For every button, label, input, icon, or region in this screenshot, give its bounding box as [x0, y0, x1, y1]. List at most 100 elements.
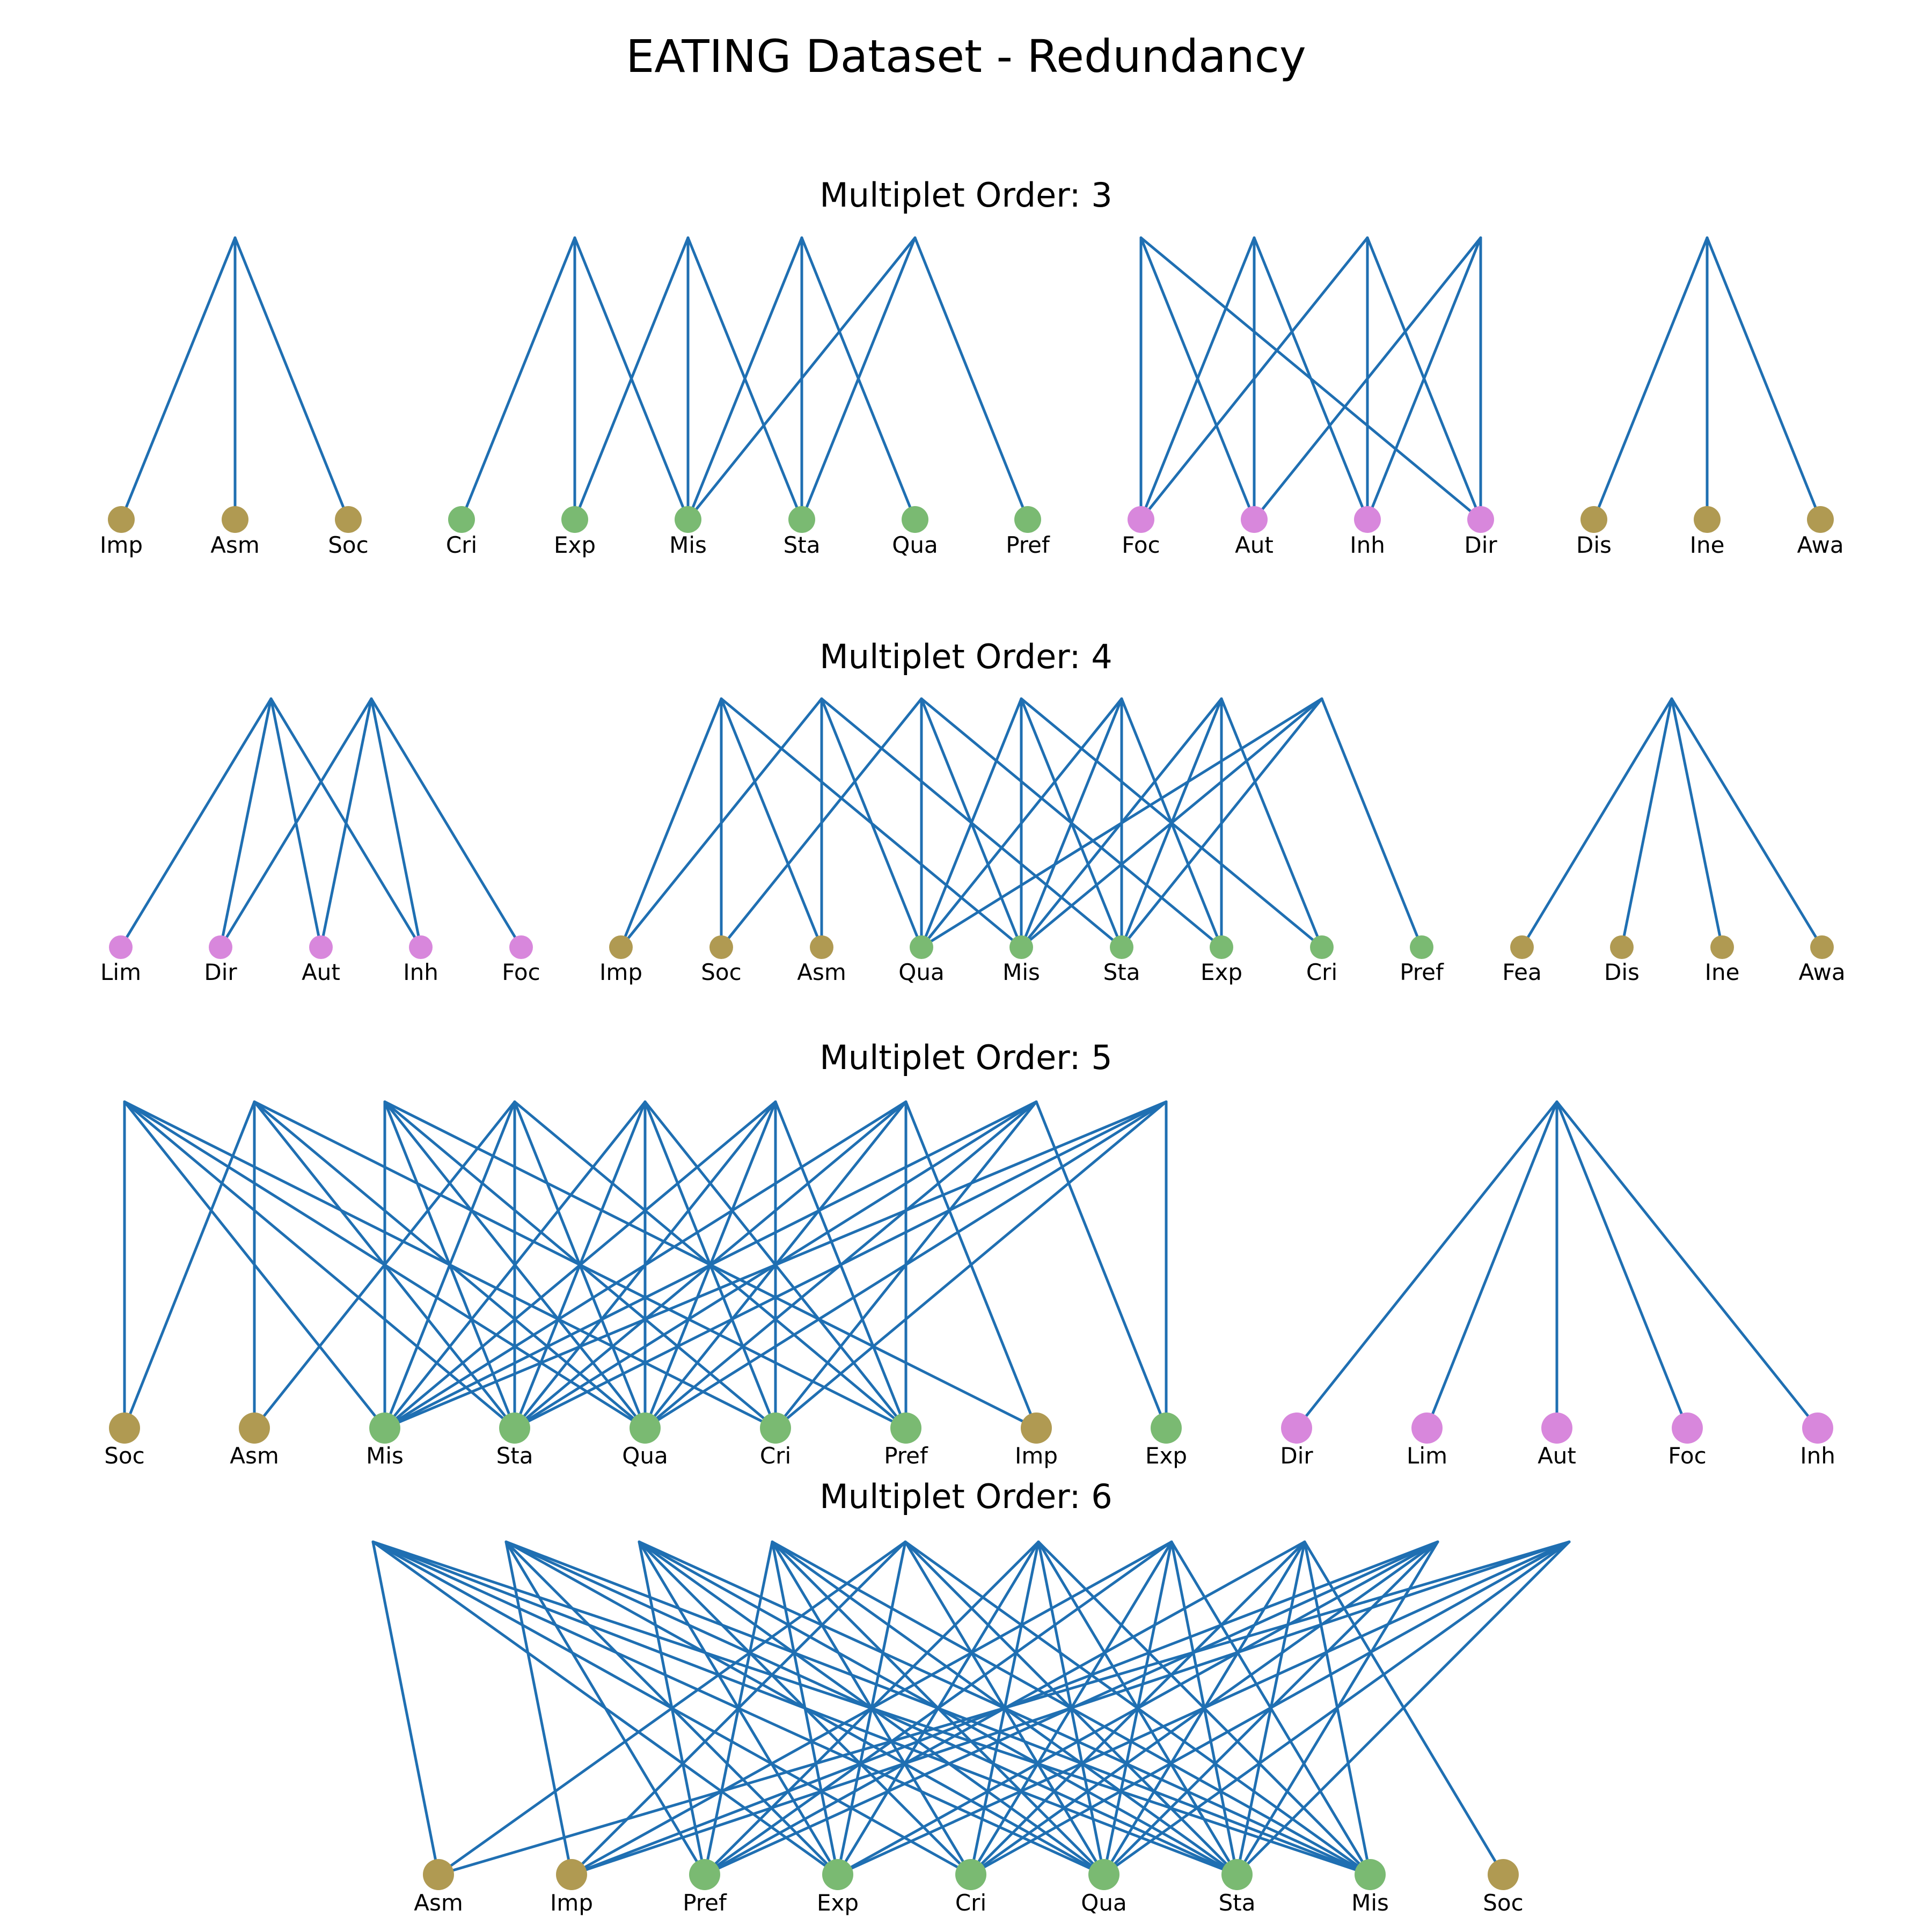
node-awa: [1807, 506, 1834, 533]
hyperedge-line: [1220, 697, 1323, 949]
node-label: Imp: [599, 959, 642, 985]
node-imp: [108, 506, 135, 533]
hyperedge-line: [1555, 1100, 1819, 1430]
node-cri: [1310, 935, 1334, 959]
node-label: Exp: [817, 1890, 859, 1916]
panel-title: Multiplet Order: 4: [819, 637, 1112, 676]
node-label: Pref: [1400, 959, 1444, 985]
node-label: Foc: [502, 959, 540, 985]
node-label: Qua: [892, 532, 938, 558]
node-label: Cri: [1306, 959, 1337, 985]
node-soc: [109, 1413, 140, 1444]
node-qua: [910, 935, 933, 959]
hyperedge-line: [120, 236, 237, 521]
hyperedge-line: [570, 1540, 907, 1876]
node-label: Imp: [1015, 1443, 1058, 1469]
node-label: Asm: [797, 959, 846, 985]
hyperedge-line: [800, 236, 917, 521]
node-aut: [1241, 506, 1268, 533]
node-pref: [890, 1413, 921, 1444]
node-dir: [1467, 506, 1494, 533]
node-inh: [409, 935, 433, 959]
node-label: Cri: [955, 1890, 986, 1916]
node-inh: [1802, 1413, 1833, 1444]
hyperedge-line: [720, 697, 923, 949]
node-label: Awa: [1798, 959, 1845, 985]
figure-title: EATING Dataset - Redundancy: [626, 30, 1306, 83]
node-label: Qua: [622, 1443, 668, 1469]
node-ine: [1710, 935, 1734, 959]
node-label: Pref: [683, 1890, 727, 1916]
node-label: Dis: [1576, 532, 1612, 558]
hyperedge-line: [253, 1100, 516, 1430]
node-label: Qua: [898, 959, 944, 985]
node-aut: [309, 935, 333, 959]
hyperedge-line: [1520, 697, 1673, 949]
edge-group: [120, 236, 1822, 521]
node-asm: [423, 1859, 454, 1890]
node-label: Foc: [1122, 532, 1160, 558]
node-ine: [1694, 506, 1721, 533]
node-label: Ine: [1705, 959, 1740, 985]
hyperedge-line: [383, 1100, 1038, 1430]
node-label: Pref: [1006, 532, 1050, 558]
node-soc: [335, 506, 362, 533]
node-exp: [1151, 1413, 1182, 1444]
hyperedge-line: [619, 697, 723, 949]
hyperedge-line: [703, 1540, 1173, 1876]
node-label: Ine: [1690, 532, 1725, 558]
node-qua: [902, 506, 928, 533]
node-mis: [1355, 1859, 1386, 1890]
hyperedge-line: [383, 1100, 647, 1430]
hyperedge-line: [969, 1540, 1571, 1876]
panel-title: Multiplet Order: 5: [819, 1038, 1112, 1077]
hyperedge-line: [370, 697, 422, 949]
node-dir: [1281, 1413, 1312, 1444]
node-sta: [1110, 935, 1133, 959]
node-sta: [788, 506, 815, 533]
hyperedge-line: [920, 697, 1123, 949]
edge-group: [123, 1100, 1819, 1430]
hyperedge-line: [383, 1100, 777, 1430]
node-label: Dir: [204, 959, 237, 985]
hyperedge-line: [370, 697, 523, 949]
hyperedge-line: [371, 1540, 440, 1876]
hyperedge-line: [437, 1540, 1571, 1876]
node-sta: [1221, 1859, 1253, 1890]
node-label: Mis: [669, 532, 707, 558]
node-label: Cri: [446, 532, 477, 558]
hyperedge-line: [504, 1540, 573, 1876]
node-label: Pref: [884, 1443, 928, 1469]
node-label: Dir: [1280, 1443, 1313, 1469]
node-label: Exp: [554, 532, 596, 558]
node-soc: [709, 935, 733, 959]
node-label: Soc: [701, 959, 741, 985]
node-exp: [822, 1859, 853, 1890]
node-mis: [1009, 935, 1033, 959]
node-label: Exp: [1201, 959, 1242, 985]
hyperedge-line: [570, 1540, 1571, 1876]
panel-title: Multiplet Order: 6: [819, 1477, 1112, 1516]
hyperedge-line: [383, 1100, 908, 1430]
node-asm: [222, 506, 248, 533]
hyperedge-line: [913, 236, 1029, 521]
hyperedge-line: [1020, 697, 1323, 949]
node-label: Aut: [1538, 1443, 1576, 1469]
node-label: Sta: [1219, 1890, 1256, 1916]
node-label: Dis: [1604, 959, 1640, 985]
node-label: Cri: [760, 1443, 791, 1469]
node-label: Lim: [100, 959, 141, 985]
panel-order-5: Multiplet Order: 5 Soc Asm Mis Sta Qua Cri Pre…: [104, 1038, 1835, 1469]
hyperedge-line: [1102, 1540, 1571, 1876]
node-label: Soc: [328, 532, 368, 558]
hyperedge-line: [123, 1100, 516, 1430]
hyperedge-line: [771, 1540, 839, 1876]
node-label: Imp: [550, 1890, 593, 1916]
panel-order-4: Multiplet Order: 4 Lim Dir Aut Inh Foc Imp Soc…: [100, 637, 1846, 985]
hyperedge-line: [1253, 236, 1482, 521]
hyperedge-line: [1253, 236, 1369, 521]
hyperedge-line: [1020, 697, 1123, 949]
node-pref: [689, 1859, 720, 1890]
node-foc: [1672, 1413, 1703, 1444]
